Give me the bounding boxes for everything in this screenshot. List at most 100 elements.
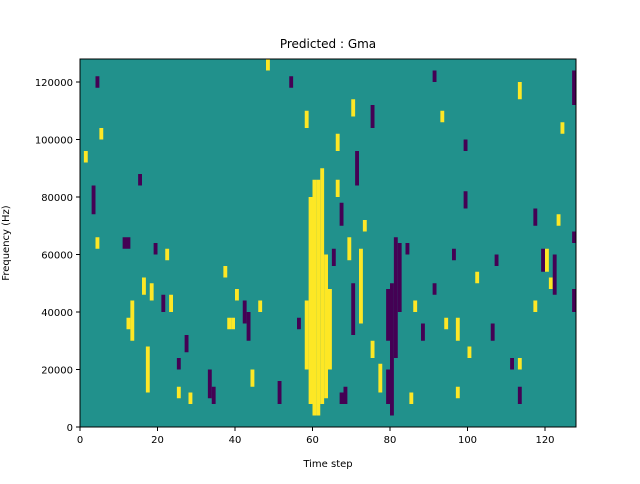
heatmap-cell xyxy=(126,237,131,249)
heatmap-cell xyxy=(343,386,348,404)
heatmap-cell xyxy=(149,283,154,301)
heatmap-cell xyxy=(335,133,340,151)
heatmap-cell xyxy=(490,323,495,341)
heatmap-cell xyxy=(432,283,437,295)
x-tick-label: 40 xyxy=(229,435,242,446)
heatmap-cell xyxy=(533,208,538,226)
x-tick-label: 20 xyxy=(151,435,164,446)
heatmap-cell xyxy=(397,243,402,312)
heatmap-cell xyxy=(572,231,576,243)
heatmap-cell xyxy=(99,128,104,140)
heatmap-cell xyxy=(235,289,239,301)
heatmap-cell xyxy=(545,248,549,272)
heatmap-cell xyxy=(328,289,332,370)
heatmap-cell xyxy=(188,392,193,404)
heatmap-cell xyxy=(393,237,398,358)
heatmap-cell xyxy=(362,220,367,232)
x-tick-label: 100 xyxy=(458,435,477,446)
heatmap-cell xyxy=(250,369,255,387)
heatmap-cell xyxy=(351,99,356,117)
heatmap-cell xyxy=(378,363,383,393)
heatmap-cell xyxy=(223,266,228,278)
heatmap-cell xyxy=(91,185,96,215)
heatmap-cell xyxy=(122,237,127,249)
heatmap-cell xyxy=(517,82,522,100)
x-axis-label: Time step xyxy=(302,459,352,470)
heatmap-cell xyxy=(277,381,282,404)
heatmap-cell xyxy=(444,317,449,330)
heatmap-cell xyxy=(475,271,480,284)
heatmap-cell xyxy=(184,335,189,353)
heatmap-cell xyxy=(548,277,553,289)
heatmap-cell xyxy=(339,392,344,404)
y-tick-label: 60000 xyxy=(41,251,73,262)
x-tick-label: 80 xyxy=(384,435,397,446)
heatmap-cell xyxy=(130,300,135,341)
heatmap-cell xyxy=(176,358,181,370)
heatmap-cell xyxy=(572,289,576,312)
heatmap-cell xyxy=(95,237,100,249)
x-tick-label: 0 xyxy=(77,435,83,446)
y-tick-label: 80000 xyxy=(41,193,73,204)
heatmap-cell xyxy=(227,317,232,330)
heatmap-cell xyxy=(161,294,166,312)
heatmap-cell xyxy=(386,369,390,404)
heatmap-cell xyxy=(370,340,375,358)
heatmap-cell xyxy=(138,174,142,186)
heatmap-cell xyxy=(370,105,375,128)
heatmap-cell xyxy=(463,191,468,209)
heatmap-cell xyxy=(390,283,394,416)
heatmap-cell xyxy=(556,214,561,226)
heatmap-cell xyxy=(432,70,437,82)
heatmap-cell xyxy=(517,386,522,404)
heatmap-cell xyxy=(560,122,565,134)
heatmap-cell xyxy=(533,300,538,312)
heatmap-cell xyxy=(308,197,313,404)
heatmap-cell xyxy=(169,294,173,312)
y-axis-label: Frequency (Hz) xyxy=(1,205,12,281)
y-tick-label: 120000 xyxy=(35,78,73,89)
heatmap-cell xyxy=(386,289,390,341)
heatmap-cell xyxy=(242,300,247,324)
heatmap-cell xyxy=(153,243,158,255)
heatmap-cell xyxy=(316,179,321,416)
y-tick-label: 100000 xyxy=(35,136,73,147)
heatmap-cell xyxy=(320,168,325,404)
x-tick-label: 60 xyxy=(306,435,319,446)
heatmap-cell xyxy=(413,300,418,312)
heatmap-cell xyxy=(312,179,317,416)
heatmap-cell xyxy=(455,317,460,341)
heatmap-cell xyxy=(452,248,456,261)
heatmap-cell xyxy=(339,202,344,226)
heatmap-cell xyxy=(266,59,270,71)
heatmap-cell xyxy=(324,254,328,399)
heatmap-cell xyxy=(207,369,212,399)
plot-frame xyxy=(79,58,577,428)
heatmap-cell xyxy=(126,317,131,330)
heatmap-cell xyxy=(572,70,576,105)
heatmap-cell xyxy=(463,139,468,151)
heatmap-cell xyxy=(289,76,294,88)
heatmap-cell xyxy=(355,151,359,186)
heatmap-cell xyxy=(211,386,216,404)
y-tick-label: 40000 xyxy=(41,308,73,319)
heatmap-cell xyxy=(552,254,557,295)
heatmap-cell xyxy=(467,346,472,358)
heatmap-cell xyxy=(95,76,100,88)
heatmap-cell xyxy=(165,248,170,261)
heatmap-cell xyxy=(246,312,251,341)
heatmap-cell xyxy=(494,254,499,266)
heatmap-cell xyxy=(297,317,301,330)
heatmap-cell xyxy=(405,243,410,255)
heatmap-cell xyxy=(231,317,235,330)
heatmap-cell xyxy=(541,248,545,272)
heatmap-cell xyxy=(142,277,146,295)
heatmap-cell xyxy=(258,300,263,312)
heatmap-cell xyxy=(83,151,88,163)
heatmap-cell xyxy=(421,323,425,341)
y-tick-label: 0 xyxy=(67,423,73,434)
heatmap-cell xyxy=(347,237,352,261)
heatmap-cell xyxy=(331,248,336,266)
y-tick-label: 20000 xyxy=(41,366,73,377)
